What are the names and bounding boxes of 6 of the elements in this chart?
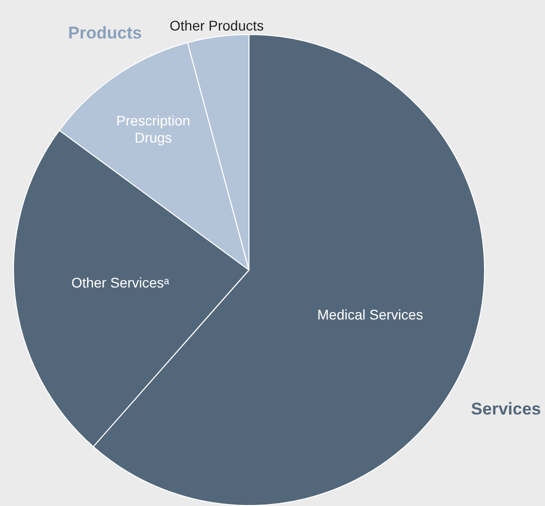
text: Products [68,24,142,43]
text: Services [471,400,541,419]
slice-label: Prescription Drugs [116,112,190,146]
slice-label: Other Products [170,17,264,34]
slice-label: Medical Services [317,306,424,323]
slice-label: Other Servicesᵃ [71,274,170,291]
